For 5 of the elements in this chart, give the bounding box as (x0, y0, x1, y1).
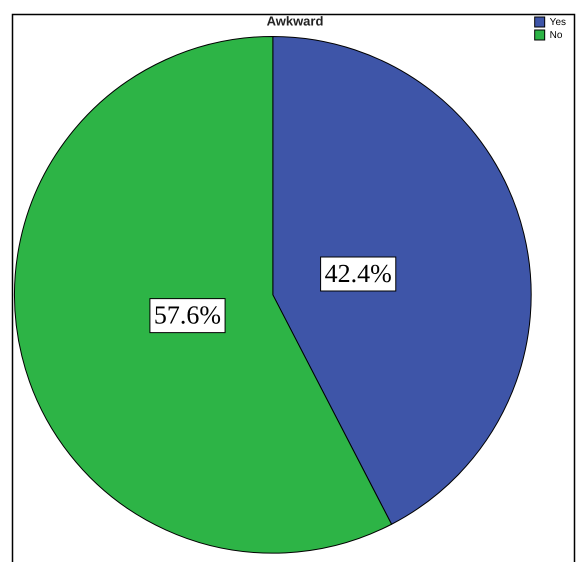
chart-title: Awkward (266, 13, 324, 28)
data-label: 57.6% (154, 300, 222, 330)
legend-label: No (550, 30, 563, 41)
data-label: 42.4% (324, 258, 392, 288)
legend-label: Yes (550, 16, 566, 28)
